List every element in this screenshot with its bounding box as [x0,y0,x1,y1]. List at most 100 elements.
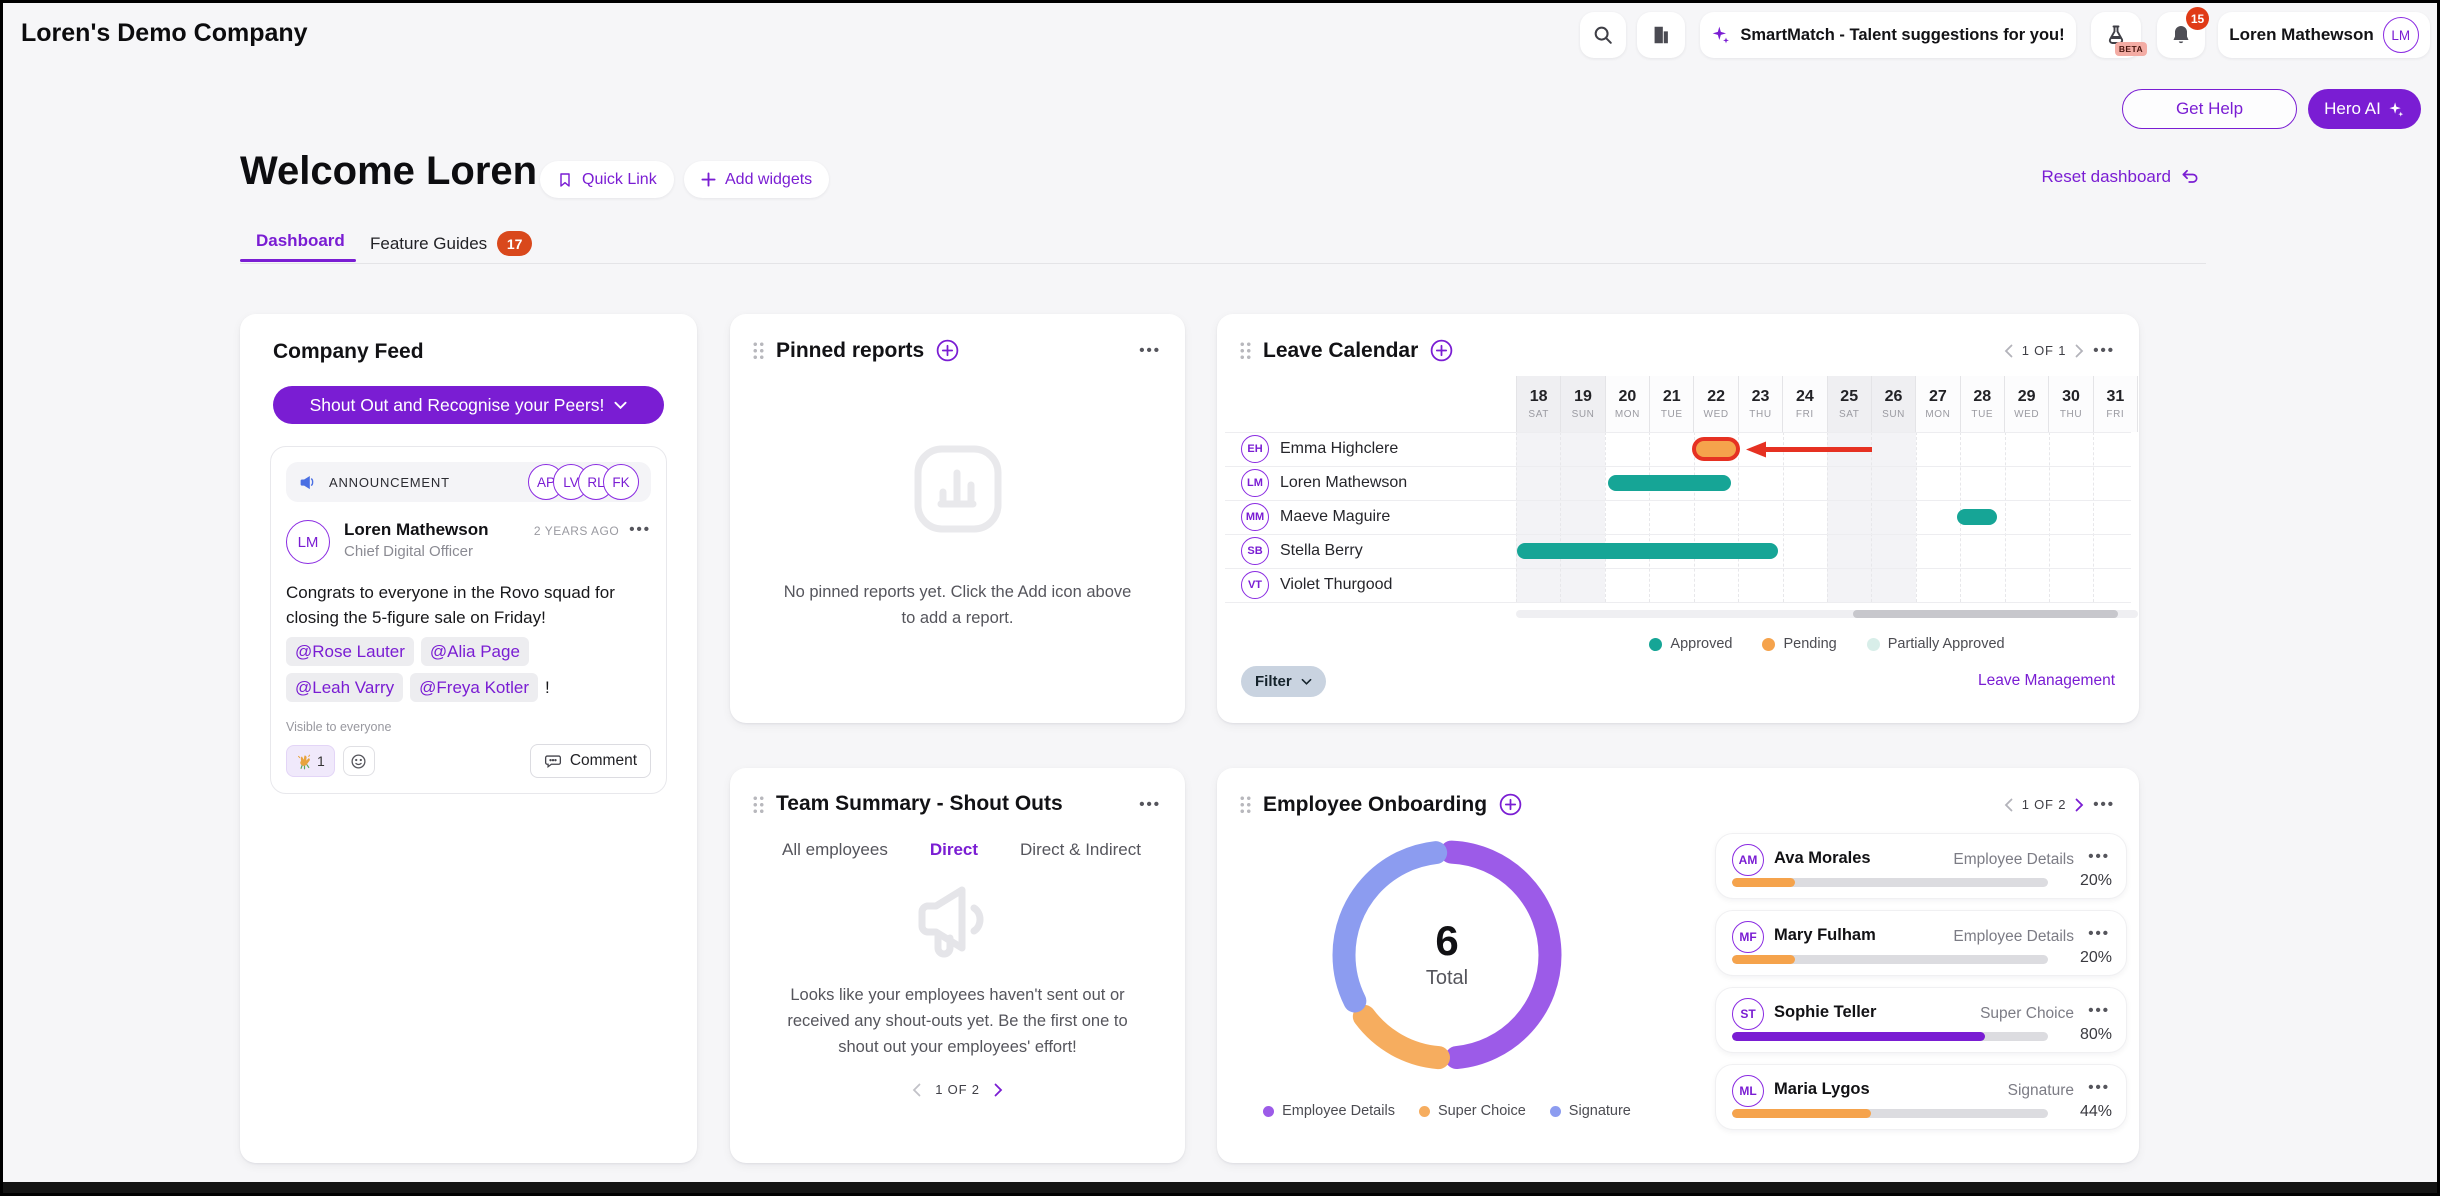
calendar-person-row[interactable]: MM Maeve Maguire [1241,500,1407,534]
next-page-button[interactable] [2075,344,2084,358]
reaction-chip[interactable]: 1 [286,745,335,777]
prev-page-button[interactable] [912,1083,921,1097]
employee-stage: Signature [2007,1082,2074,1099]
employee-more-button[interactable]: ••• [2088,1002,2110,1019]
bookmark-icon [557,172,573,188]
day-header: 18 SAT [1516,376,1561,432]
leave-management-link[interactable]: Leave Management [1977,672,2115,689]
team-summary-tabs: All employees Direct Direct & Indirect [782,840,1185,860]
calendar-person-row[interactable]: EH Emma Highclere [1241,432,1407,466]
leave-calendar-more-button[interactable]: ••• [2093,342,2115,359]
smiley-icon [350,753,367,770]
employee-more-button[interactable]: ••• [2088,848,2110,865]
search-button[interactable] [1580,12,1626,58]
drag-handle-icon[interactable] [1239,341,1252,360]
person-avatar: MM [1241,503,1269,531]
post-more-button[interactable]: ••• [629,521,651,538]
employee-more-button[interactable]: ••• [2088,1079,2110,1096]
calendar-person-row[interactable]: VT Violet Thurgood [1241,568,1407,602]
drag-handle-icon[interactable] [752,341,765,360]
onboarding-employee-row[interactable]: AM Ava Morales Employee Details ••• 20% [1715,833,2127,899]
shout-out-button[interactable]: Shout Out and Recognise your Peers! [273,386,664,424]
comment-bubble-icon [544,752,562,770]
mention-chip[interactable]: @Rose Lauter [286,637,414,666]
get-help-button[interactable]: Get Help [2122,89,2297,129]
leave-bar-pending[interactable] [1696,441,1736,457]
day-header: 19 SUN [1560,376,1605,432]
next-page-button[interactable] [994,1083,1003,1097]
onboarding-employee-row[interactable]: ST Sophie Teller Super Choice ••• 80% [1715,987,2127,1053]
calendar-person-row[interactable]: LM Loren Mathewson [1241,466,1407,500]
profile-menu[interactable]: Loren Mathewson LM [2218,12,2430,58]
leave-bar-approved[interactable] [1517,543,1779,559]
team-summary-empty-text: Looks like your employees haven't sent o… [730,982,1185,1060]
post-line: closing the 5-figure sale on Friday! [286,608,546,627]
calendar-scrollbar-thumb[interactable] [1853,610,2118,618]
comment-button[interactable]: Comment [529,744,651,778]
beta-labs-button[interactable]: BETA [2091,12,2147,58]
leave-bar-approved[interactable] [1956,509,1997,525]
announcement-label: ANNOUNCEMENT [329,474,450,490]
drag-handle-icon[interactable] [752,794,765,814]
onboarding-more-button[interactable]: ••• [2093,796,2115,813]
mention-chip[interactable]: @Freya Kotler [410,673,539,702]
calendar-day-headers: 18 SAT 19 SUN 20 MON 21 TUE 22 WED 23 THU 24 FR… [1516,376,2139,432]
onboarding-employee-row[interactable]: MF Mary Fulham Employee Details ••• 20% [1715,910,2127,976]
employee-name: Maria Lygos [1774,1080,1870,1098]
add-leave-button[interactable] [1429,338,1454,363]
smartmatch-banner[interactable]: SmartMatch - Talent suggestions for you! [1700,12,2076,58]
donut-total-value: 6 [1435,917,1459,964]
employee-avatar: ST [1732,998,1764,1030]
mention-chip[interactable]: @Alia Page [420,637,529,666]
add-report-button[interactable] [935,338,960,363]
legend-dot [1263,1105,1275,1117]
prev-page-button[interactable] [2004,344,2013,358]
employee-more-button[interactable]: ••• [2088,925,2110,942]
onboarding-employee-row[interactable]: ML Maria Lygos Signature ••• 44% [1715,1064,2127,1130]
notifications-button[interactable]: 15 [2157,7,2209,58]
legend-label: Approved [1670,636,1733,652]
add-onboarding-button[interactable] [1498,792,1523,817]
progress-percent: 44% [2079,1103,2112,1120]
next-page-button[interactable] [2075,798,2084,812]
post-timestamp: 2 YEARS AGO [533,524,620,538]
day-header: 26 SUN [1870,376,1916,432]
tab-dashboard[interactable]: Dashboard [256,231,345,250]
post-actions-row: 1 Comment [286,744,651,778]
announcement-avatar-group[interactable]: AP LV RL FK [528,464,639,500]
employee-avatar: AM [1732,844,1764,876]
day-header: 25 SAT [1826,376,1871,432]
mention-chip[interactable]: @Leah Varry [286,673,404,702]
chevron-down-icon [1301,678,1312,686]
calendar-person-row[interactable]: SB Stella Berry [1241,534,1407,568]
prev-page-button[interactable] [2004,798,2013,812]
megaphone-icon [298,472,319,493]
day-header: 24 FRI [1782,376,1827,432]
author-name: Loren Mathewson [344,520,489,539]
pinned-reports-more-button[interactable]: ••• [1139,342,1161,359]
donut-total-label: Total [1425,967,1469,989]
legend-item: Partially Approved [1866,636,2005,652]
drag-handle-icon[interactable] [1239,795,1252,814]
filter-button[interactable]: Filter [1241,666,1326,697]
employee-avatar: ML [1732,1075,1764,1107]
add-reaction-button[interactable] [342,746,375,776]
team-summary-more-button[interactable]: ••• [1139,795,1161,813]
announcement-strip: ANNOUNCEMENT AP LV RL FK [286,462,651,502]
tab-direct-indirect[interactable]: Direct & Indirect [1020,840,1141,859]
reset-dashboard-label: Reset dashboard [2041,167,2171,186]
tab-all-employees[interactable]: All employees [782,840,888,859]
quick-link-button[interactable]: Quick Link [540,161,674,198]
team-summary-card: Team Summary - Shout Outs ••• All employ… [730,768,1185,1163]
hero-ai-button[interactable]: Hero AI [2324,99,2381,118]
progress-percent: 80% [2079,1026,2112,1043]
tab-direct[interactable]: Direct [929,840,979,859]
tab-feature-guides[interactable]: Feature Guides 17 [370,231,533,256]
add-widgets-button[interactable]: Add widgets [684,161,830,198]
user-name: Loren Mathewson [2229,25,2374,44]
organisation-button[interactable] [1637,12,1685,58]
leave-bar-approved[interactable] [1608,475,1732,491]
reset-dashboard-link[interactable]: Reset dashboard [2042,167,2200,187]
calendar-scrollbar-track[interactable] [1516,610,2138,618]
